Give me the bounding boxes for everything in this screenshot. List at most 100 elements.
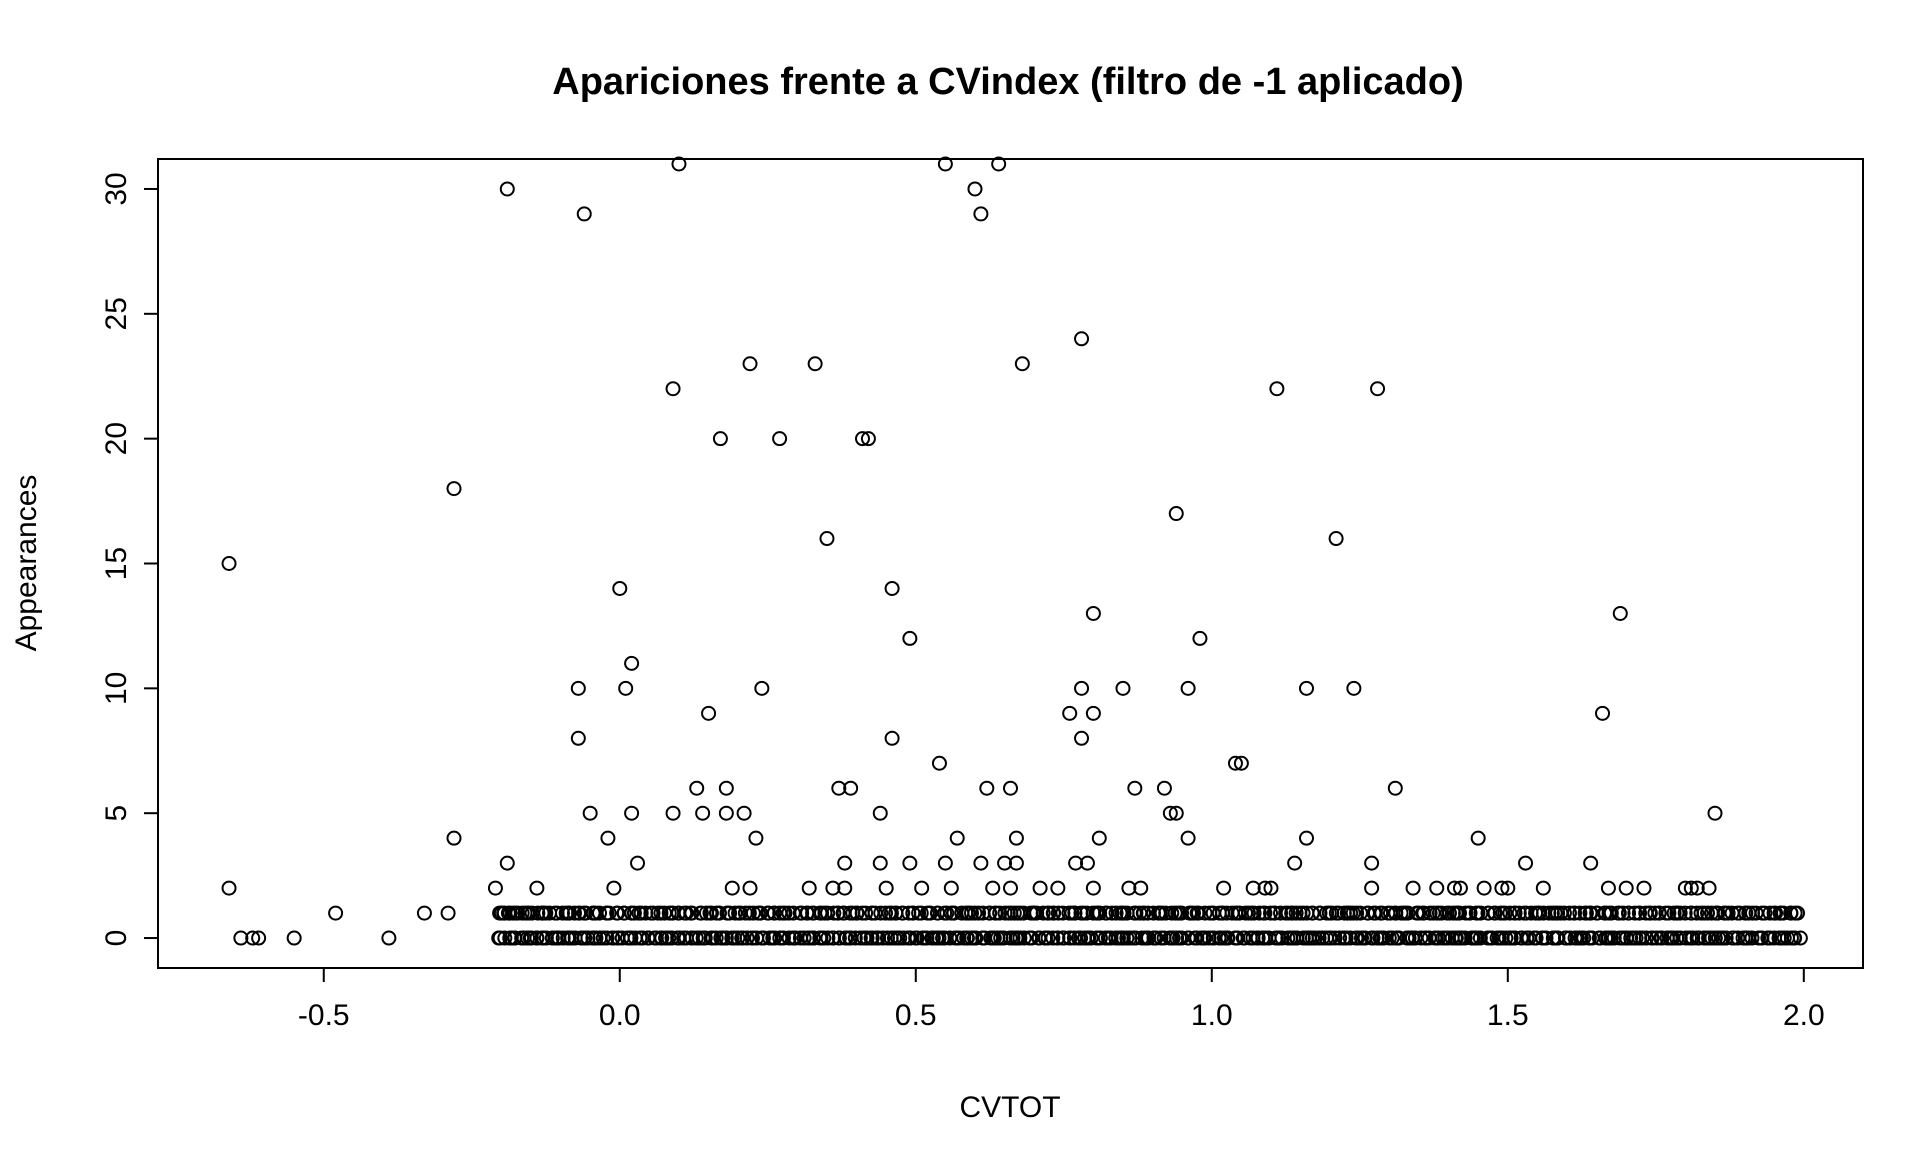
data-point [570,680,586,696]
plot-frame [157,158,1864,969]
data-point [708,930,724,946]
data-point [1470,830,1486,846]
data-point [487,880,503,896]
data-point [1583,855,1599,871]
data-point [1405,880,1421,896]
data-point [873,905,889,921]
data-point [530,905,546,921]
data-point [959,930,975,946]
data-point [1274,930,1290,946]
chart-title: Apariciones frente a CVindex (filtro de … [552,61,1464,103]
data-point [1636,880,1652,896]
data-point [1062,930,1078,946]
data-point [1718,930,1734,946]
data-point [1618,880,1634,896]
data-point [560,905,576,921]
data-point [722,905,738,921]
data-point [902,855,918,871]
data-point [973,855,989,871]
data-point [922,905,938,921]
data-point [612,580,628,596]
data-point [825,880,841,896]
data-point [801,880,817,896]
data-point [949,830,965,846]
data-point [689,780,705,796]
data-point [884,580,900,596]
data-point [1472,930,1488,946]
data-point [1558,930,1574,946]
data-point [1365,930,1381,946]
data-point [1621,905,1637,921]
data-point [703,905,719,921]
y-axis: 0 5 10 15 20 25 30 [100,172,159,947]
y-tick-label: 0 [100,930,133,947]
y-axis-label: Appearances [10,475,43,652]
data-point [693,905,709,921]
data-point [1192,630,1208,646]
data-point [440,905,456,921]
data-point [781,930,797,946]
data-point [905,905,921,921]
data-point [968,930,984,946]
data-point [1191,905,1207,921]
data-point [979,780,995,796]
data-point [937,156,953,172]
data-point [858,905,874,921]
data-point [712,431,728,447]
x-tick-label: 2.0 [1783,999,1825,1032]
data-point [1612,605,1628,621]
data-point [523,930,539,946]
data-point [914,880,930,896]
data-point [1677,880,1693,896]
data-point [671,156,687,172]
data-point [1121,880,1137,896]
data-point [1511,905,1527,921]
data-point [1507,905,1523,921]
data-point [754,680,770,696]
data-point [872,855,888,871]
data-point [1689,905,1705,921]
data-point [1014,356,1030,372]
data-point [221,880,237,896]
data-point [701,705,717,721]
data-point [1250,930,1266,946]
data-point [1644,930,1660,946]
data-point [736,805,752,821]
data-point [1162,805,1178,821]
data-point [1174,905,1190,921]
data-point [1227,755,1243,771]
data-point [1487,905,1503,921]
data-point [1447,880,1463,896]
data-point [654,930,670,946]
data-point [1079,855,1095,871]
data-point [1245,880,1261,896]
data-point [777,905,793,921]
data-point [1787,930,1803,946]
data-point [1441,905,1457,921]
data-point [973,206,989,222]
data-point [1707,805,1723,821]
data-point [724,880,740,896]
data-point [1307,930,1323,946]
data-point [1016,930,1032,946]
data-point [1073,930,1089,946]
x-tick-label: 0.5 [895,999,937,1032]
data-point [807,356,823,372]
data-point [849,905,865,921]
data-point [1572,905,1588,921]
data-point [601,905,617,921]
data-point [529,880,545,896]
data-point [982,905,998,921]
data-point [1357,930,1373,946]
data-point [730,930,746,946]
data-point [1197,905,1213,921]
data-point [1115,680,1131,696]
data-point [1536,905,1552,921]
data-point [605,930,621,946]
data-point [1462,905,1478,921]
data-point [1003,780,1018,796]
data-point [1701,880,1717,896]
data-point [600,830,616,846]
data-point [1744,930,1760,946]
data-point [937,855,953,871]
